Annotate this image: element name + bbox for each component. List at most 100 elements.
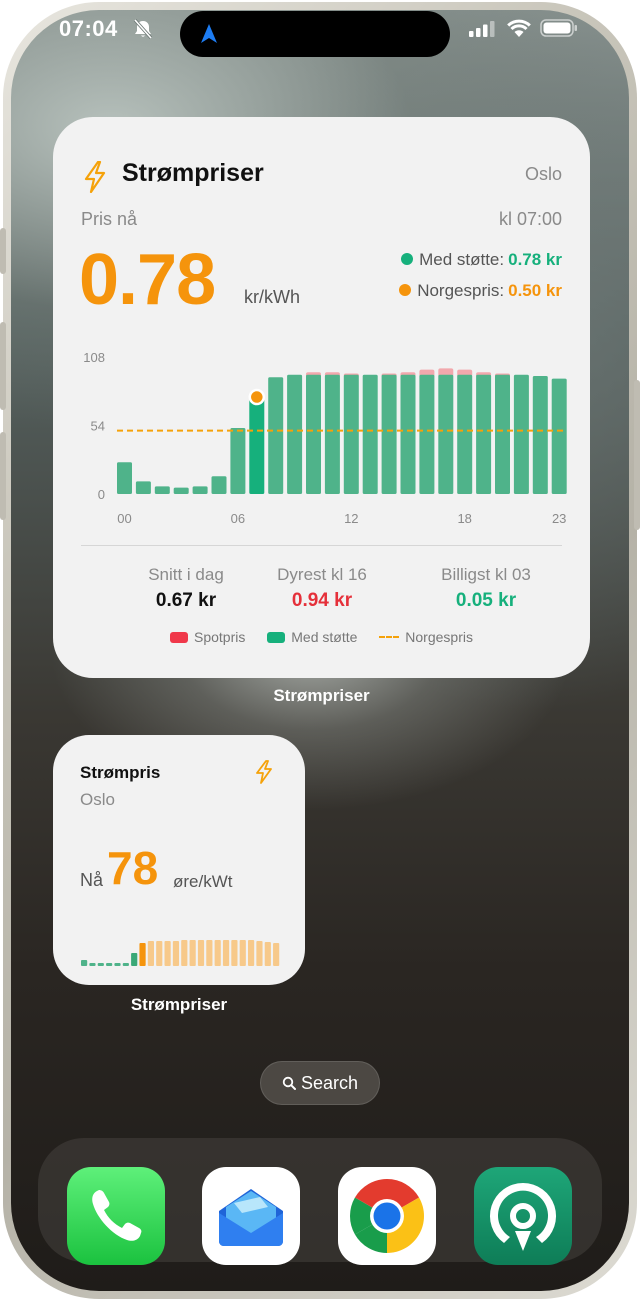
stat-label: Billigst kl 03 [441, 565, 531, 584]
price-bar [249, 395, 265, 494]
current-price: 0.78 [79, 240, 216, 320]
power-button [634, 380, 640, 530]
widget-title: Strømpriser [122, 159, 264, 187]
mini-price-bar [222, 940, 230, 966]
price-bar [135, 481, 151, 494]
dash-line [379, 636, 400, 638]
mini-price-bar [131, 953, 138, 966]
legend-norgespris-bottom: Norgespris [379, 629, 473, 645]
stat-label: Dyrest kl 16 [277, 565, 367, 584]
price-bar [173, 487, 189, 494]
swatch-red [170, 632, 188, 643]
price-bar [419, 374, 435, 494]
mini-price-bar [139, 943, 146, 966]
current-hour-marker [248, 388, 266, 406]
current-price: 78 [107, 842, 159, 894]
mini-price-bar [197, 940, 205, 966]
legend-norgespris: Norgespris: 0.50 kr [399, 281, 562, 301]
cellular-signal-icon [469, 21, 495, 37]
divider [81, 545, 562, 546]
status-bar: 07:04 [11, 10, 629, 57]
phone-app-icon[interactable] [67, 1167, 165, 1265]
lightning-icon [256, 760, 272, 784]
price-bar [495, 374, 510, 494]
price-bar [551, 378, 567, 494]
mini-price-bar [189, 940, 196, 966]
battery-icon [540, 19, 577, 37]
price-bar [343, 374, 359, 494]
price-bar [400, 374, 416, 494]
legend-value: 0.50 kr [508, 281, 562, 300]
legend-med-stotte: Med støtte: 0.78 kr [401, 250, 562, 270]
findmy-app-icon[interactable] [474, 1167, 572, 1265]
spotpris-bar [438, 368, 454, 377]
mini-price-bar [239, 940, 246, 966]
dock [38, 1138, 602, 1265]
mini-price-bar [231, 940, 238, 966]
price-bar [117, 462, 132, 494]
mini-price-bar [181, 940, 188, 966]
legend-text: Spotpris [194, 629, 246, 645]
widget-caption-small: Strømpriser [130, 995, 228, 1014]
x-tick-label: 12 [344, 511, 358, 526]
legend-dot-green [401, 253, 414, 265]
mini-price-bar [164, 941, 171, 966]
lightning-icon [84, 161, 106, 193]
electricity-price-widget-small[interactable]: Strømpris Oslo Nå 78 øre/kWt [53, 735, 305, 985]
price-bar [306, 374, 321, 494]
action-button [0, 228, 6, 274]
legend-label: Norgespris: [417, 281, 505, 300]
stat-label: Snitt i dag [148, 565, 224, 584]
mini-price-bar [273, 943, 280, 966]
mail-app-icon[interactable] [202, 1167, 300, 1265]
electricity-price-widget-large[interactable]: Strømpriser Oslo Pris nå kl 07:00 0.78 k… [53, 117, 590, 678]
dynamic-island [180, 11, 450, 57]
location-arrow-icon [201, 24, 217, 43]
price-bar [192, 486, 208, 494]
mini-price-bar [264, 942, 271, 966]
price-now-label: Pris nå [81, 209, 138, 229]
now-label: Nå [80, 870, 104, 890]
mini-price-bar [89, 963, 96, 966]
stat-most-expensive: Dyrest kl 16 0.94 kr [242, 565, 402, 612]
legend-spotpris: Spotpris [170, 629, 245, 645]
widget-city: Oslo [80, 790, 115, 809]
legend-text: Norgespris [405, 629, 473, 645]
legend-dot-orange [399, 284, 412, 296]
search-label: Search [300, 1073, 359, 1093]
price-time: kl 07:00 [498, 209, 562, 229]
stat-cheapest: Billigst kl 03 0.05 kr [406, 565, 566, 612]
mini-price-bar [248, 940, 255, 966]
x-tick-label: 00 [117, 511, 131, 526]
search-button[interactable]: Search [260, 1061, 380, 1105]
mini-price-chart [81, 940, 280, 966]
mini-price-bar [206, 940, 213, 966]
widget-city: Oslo [524, 164, 562, 184]
price-bar [268, 377, 284, 494]
mini-price-bar [122, 963, 129, 966]
mini-price-bar [106, 963, 113, 966]
price-bar [324, 374, 340, 494]
legend-label: Med støtte: [419, 250, 505, 269]
mini-price-bar [81, 960, 88, 966]
stat-average: Snitt i dag 0.67 kr [106, 565, 266, 612]
x-tick-label: 06 [231, 511, 245, 526]
status-time: 07:04 [59, 16, 118, 41]
wifi-icon [507, 19, 531, 37]
y-tick-label: 108 [83, 350, 105, 365]
volume-down-button [0, 432, 6, 520]
price-bar [513, 374, 529, 494]
swatch-green [267, 632, 286, 643]
price-bar [211, 476, 227, 494]
price-bar [154, 486, 170, 494]
x-tick-label: 18 [457, 511, 471, 526]
widget-caption-large: Strømpriser [273, 686, 370, 705]
price-bar [287, 374, 303, 494]
chrome-app-icon[interactable] [338, 1167, 436, 1265]
y-tick-label: 0 [98, 487, 105, 502]
price-unit: kr/kWh [244, 287, 300, 307]
price-bar [532, 376, 548, 494]
stat-value: 0.05 kr [455, 590, 517, 611]
mini-price-bar [214, 940, 221, 966]
